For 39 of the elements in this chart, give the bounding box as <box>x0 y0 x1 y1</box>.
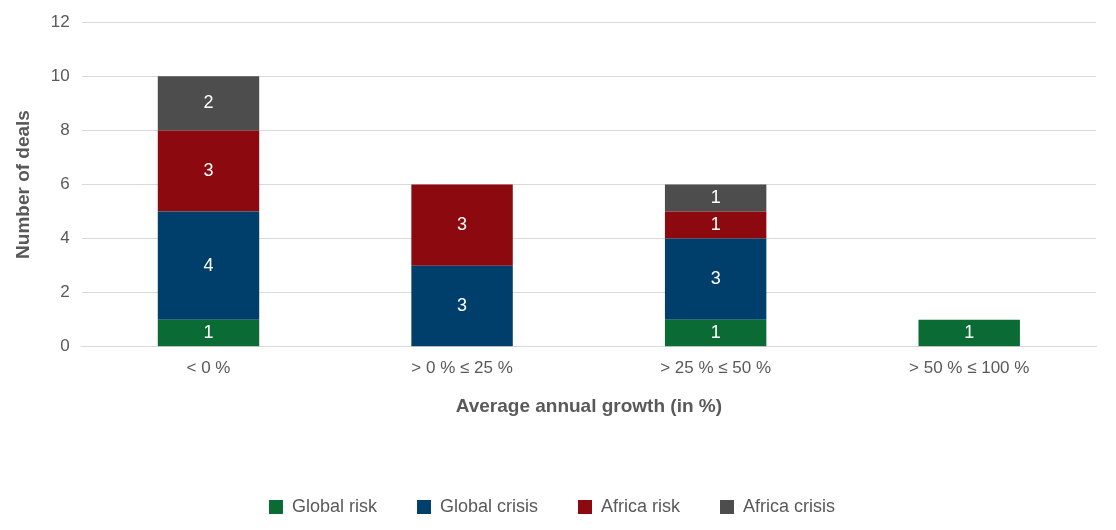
bar <box>157 211 260 320</box>
legend-label: Africa risk <box>601 495 682 516</box>
data-label: 3 <box>457 294 468 315</box>
data-label: 1 <box>203 321 214 342</box>
legend-label: Global crisis <box>440 495 539 516</box>
bar <box>918 319 1020 347</box>
data-label: 1 <box>964 321 975 342</box>
x-tick-label: < 0 % <box>186 357 231 377</box>
y-tick-label: 0 <box>60 336 70 356</box>
data-label: 1 <box>710 321 721 342</box>
data-label: 3 <box>457 214 468 235</box>
x-tick-label: > 0 % ≤ 25 % <box>411 357 513 377</box>
x-tick-label: > 50 % ≤ 100 % <box>909 357 1030 377</box>
bar <box>664 238 767 320</box>
y-tick-label: 2 <box>60 282 70 302</box>
x-tick-label: > 25 % ≤ 50 % <box>660 357 772 377</box>
bar <box>664 319 767 347</box>
legend-label: Africa crisis <box>743 495 836 516</box>
y-axis-title: Number of deals <box>11 110 33 259</box>
y-tick-label: 10 <box>50 65 70 85</box>
data-label: 3 <box>710 268 721 289</box>
bar <box>664 211 767 239</box>
y-tick-label: 6 <box>60 174 70 194</box>
y-tick-label: 4 <box>60 228 70 248</box>
y-tick-label: 12 <box>50 11 70 31</box>
bar <box>664 184 767 212</box>
legend-label: Global risk <box>291 495 378 516</box>
x-axis-title: Average annual growth (in %) <box>455 394 723 416</box>
data-label: 2 <box>203 92 214 113</box>
data-label: 1 <box>710 186 721 207</box>
data-label: 4 <box>203 254 214 275</box>
bar <box>411 184 513 266</box>
bar <box>411 265 513 347</box>
bar <box>157 76 260 131</box>
bar <box>157 319 260 347</box>
y-tick-label: 8 <box>60 120 70 140</box>
data-label: 3 <box>203 159 214 180</box>
bar <box>157 130 260 212</box>
data-label: 1 <box>710 214 721 235</box>
